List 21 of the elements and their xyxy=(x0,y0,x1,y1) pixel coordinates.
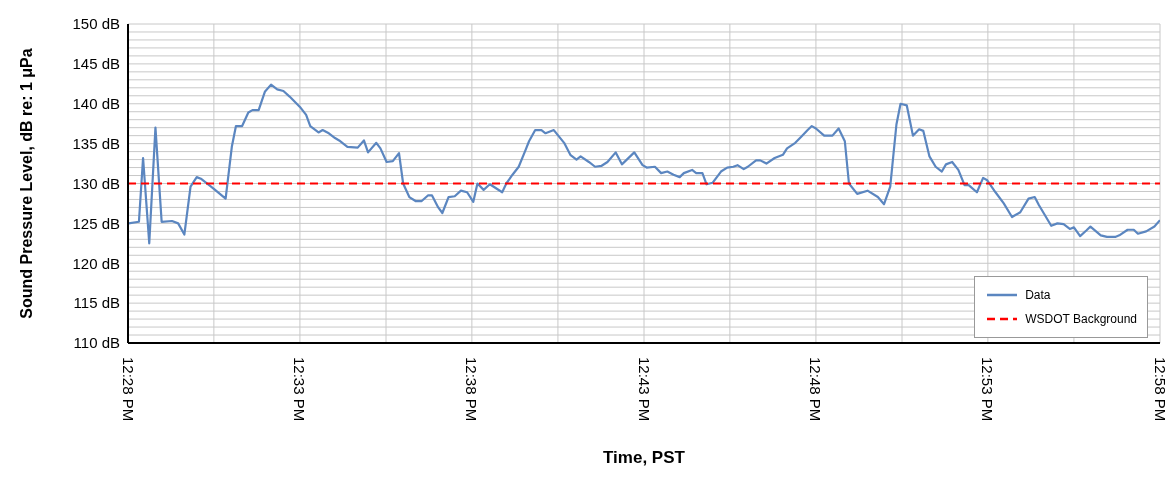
y-tick-label: 110 dB xyxy=(73,334,120,352)
y-tick-label: 125 dB xyxy=(72,214,120,232)
legend-label: WSDOT Background xyxy=(1025,312,1137,326)
y-tick-label: 145 dB xyxy=(72,55,120,73)
y-axis-title: Sound Pressure Level, dB re: 1 μPa xyxy=(17,48,35,319)
x-tick-label: 12:33 PM xyxy=(291,357,309,422)
y-tick-label: 130 dB xyxy=(72,174,120,192)
x-tick-label: 12:43 PM xyxy=(635,357,653,422)
x-tick-label: 12:58 PM xyxy=(1151,357,1169,422)
x-tick-label: 12:28 PM xyxy=(119,357,137,422)
y-tick-label: 135 dB xyxy=(72,134,120,152)
y-tick-label: 115 dB xyxy=(73,294,120,312)
x-tick-label: 12:53 PM xyxy=(979,357,997,422)
line-series xyxy=(128,83,1160,245)
y-tick-label: 150 dB xyxy=(72,15,120,33)
x-tick-label: 12:38 PM xyxy=(463,357,481,422)
legend-label: Data xyxy=(1025,288,1051,302)
y-tick-label: 140 dB xyxy=(72,95,120,113)
x-tick-label: 12:48 PM xyxy=(807,357,825,422)
x-axis-title: Time, PST xyxy=(603,448,686,467)
y-tick-label: 120 dB xyxy=(72,254,120,272)
